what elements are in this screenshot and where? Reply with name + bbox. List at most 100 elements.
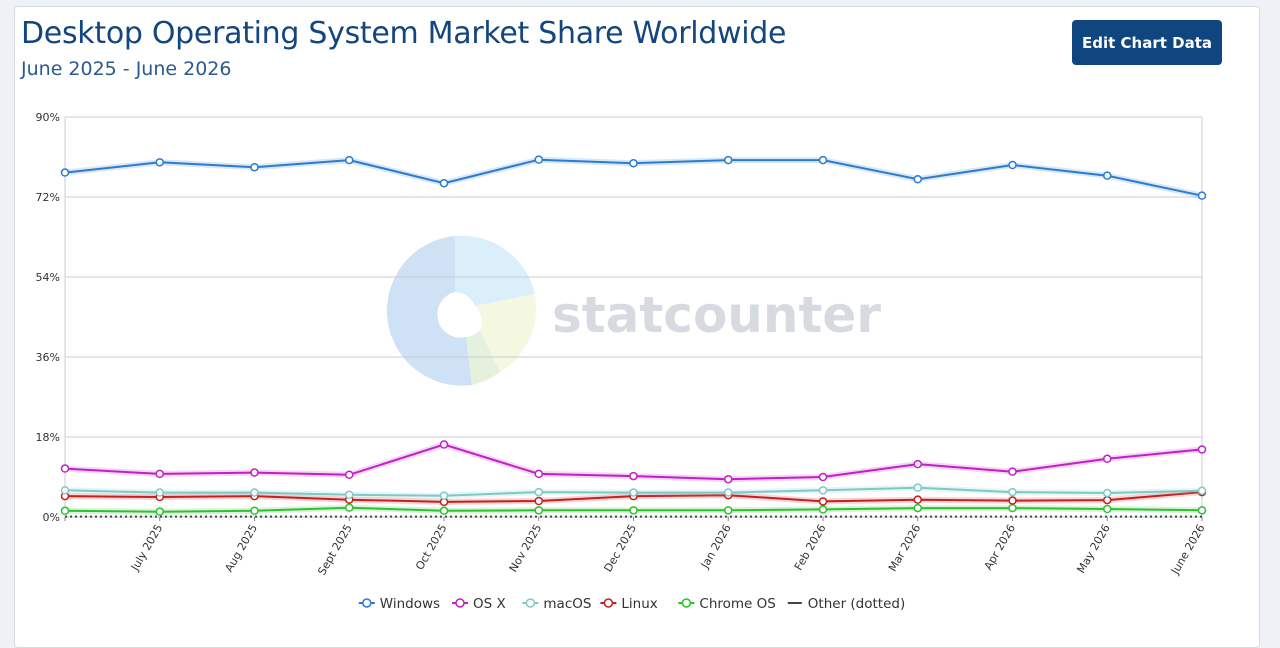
data-point[interactable] bbox=[629, 506, 638, 515]
data-point[interactable] bbox=[439, 491, 449, 500]
data-point[interactable] bbox=[60, 168, 70, 177]
chart-legend: Windows OS X macOS Linux Chrome OS Other (dot… bbox=[358, 596, 905, 612]
data-point[interactable] bbox=[534, 487, 543, 497]
y-tick-label: 90% bbox=[36, 111, 60, 124]
data-point[interactable] bbox=[1197, 486, 1207, 496]
data-point[interactable] bbox=[1103, 171, 1112, 180]
data-point[interactable] bbox=[155, 507, 164, 516]
x-axis: July 2025 Aug 2025 Sept 2025 Oct 2025 Nov 20… bbox=[64, 517, 1208, 577]
x-tick-label: Apr 2026 bbox=[982, 522, 1019, 572]
statcounter-watermark: statcounter bbox=[386, 235, 881, 386]
y-tick-label: 0% bbox=[43, 511, 60, 524]
data-point[interactable] bbox=[155, 158, 164, 167]
y-tick-label: 54% bbox=[36, 271, 60, 284]
x-tick-label: July 2025 bbox=[128, 522, 165, 574]
data-point[interactable] bbox=[913, 483, 922, 492]
legend-item-macos[interactable]: macOS bbox=[522, 596, 591, 612]
data-point[interactable] bbox=[155, 488, 164, 497]
data-point[interactable] bbox=[1008, 503, 1017, 513]
data-point[interactable] bbox=[345, 155, 354, 165]
data-point[interactable] bbox=[1008, 496, 1017, 505]
y-tick-label: 18% bbox=[36, 431, 60, 444]
y-tick-label: 72% bbox=[36, 191, 60, 204]
legend-item-windows[interactable]: Windows bbox=[358, 596, 440, 612]
data-point[interactable] bbox=[818, 486, 828, 495]
legend-marker bbox=[525, 598, 536, 608]
data-point[interactable] bbox=[60, 464, 70, 473]
data-point[interactable] bbox=[1197, 191, 1207, 200]
data-point[interactable] bbox=[250, 506, 259, 516]
data-point[interactable] bbox=[913, 459, 922, 469]
data-point[interactable] bbox=[1103, 504, 1112, 514]
edit-chart-data-button[interactable]: Edit Chart Data bbox=[1072, 20, 1222, 65]
data-point[interactable] bbox=[818, 497, 828, 506]
data-point[interactable] bbox=[345, 503, 354, 512]
legend-label: Other (dotted) bbox=[808, 596, 905, 612]
data-point[interactable] bbox=[1008, 487, 1017, 497]
data-point[interactable] bbox=[724, 488, 733, 497]
chart-card bbox=[14, 6, 1260, 648]
data-point[interactable] bbox=[60, 506, 70, 516]
date-range-subtitle: June 2025 - June 2026 bbox=[21, 58, 232, 80]
legend-marker bbox=[681, 598, 692, 608]
data-point[interactable] bbox=[724, 506, 733, 515]
data-point[interactable] bbox=[250, 468, 259, 477]
data-point[interactable] bbox=[724, 474, 733, 484]
data-point[interactable] bbox=[1103, 454, 1112, 464]
legend-label: Chrome OS bbox=[699, 596, 775, 612]
legend-item-chrome-os[interactable]: Chrome OS bbox=[678, 596, 776, 612]
data-point[interactable] bbox=[60, 486, 70, 495]
series-chrome-os bbox=[60, 503, 1207, 516]
x-tick-label: Sept 2025 bbox=[315, 522, 355, 577]
data-point[interactable] bbox=[1008, 467, 1017, 476]
data-point[interactable] bbox=[724, 155, 733, 165]
data-point[interactable] bbox=[1103, 495, 1112, 505]
data-point[interactable] bbox=[534, 155, 543, 164]
y-axis: 0% 18% 36% 54% 72% 90% bbox=[36, 111, 60, 524]
data-point[interactable] bbox=[250, 488, 259, 497]
data-point[interactable] bbox=[345, 470, 354, 480]
x-tick-label: Aug 2025 bbox=[222, 522, 260, 574]
legend-item-os-x[interactable]: OS X bbox=[452, 596, 506, 612]
data-point[interactable] bbox=[913, 174, 922, 184]
data-point[interactable] bbox=[155, 469, 164, 479]
legend-label: Linux bbox=[621, 596, 657, 612]
data-point[interactable] bbox=[439, 506, 449, 516]
legend-marker bbox=[362, 598, 372, 608]
data-point[interactable] bbox=[439, 440, 449, 449]
data-point[interactable] bbox=[345, 490, 354, 500]
x-tick-label: Mar 2026 bbox=[886, 522, 923, 574]
data-point[interactable] bbox=[913, 503, 922, 513]
legend-label: OS X bbox=[473, 596, 506, 612]
market-share-chart: statcounter 0% 18% 36% 54% 72% 90% July 2025 A… bbox=[36, 111, 1208, 612]
legend-label: macOS bbox=[543, 596, 591, 612]
data-point[interactable] bbox=[1008, 160, 1017, 170]
data-point[interactable] bbox=[534, 469, 543, 479]
data-point[interactable] bbox=[818, 505, 828, 514]
data-point[interactable] bbox=[818, 155, 828, 165]
x-tick-label: Oct 2025 bbox=[413, 522, 450, 572]
x-tick-label: Jan 2026 bbox=[698, 522, 734, 571]
data-point[interactable] bbox=[629, 471, 638, 481]
page-title: Desktop Operating System Market Share Wo… bbox=[21, 16, 787, 51]
data-point[interactable] bbox=[439, 178, 449, 188]
series-macos bbox=[60, 483, 1207, 500]
series-os-x bbox=[60, 440, 1207, 484]
series-layer bbox=[60, 155, 1207, 518]
legend-item-linux[interactable]: Linux bbox=[600, 596, 658, 612]
x-tick-label: Nov 2025 bbox=[507, 522, 545, 574]
data-point[interactable] bbox=[629, 158, 638, 168]
series-windows bbox=[60, 155, 1207, 200]
x-tick-label: May 2026 bbox=[1074, 522, 1112, 575]
statcounter-logo-icon bbox=[386, 235, 537, 386]
legend-item-other-dotted[interactable]: Other (dotted) bbox=[787, 596, 905, 612]
data-point[interactable] bbox=[534, 496, 543, 506]
data-point[interactable] bbox=[629, 488, 638, 497]
data-point[interactable] bbox=[818, 472, 828, 482]
data-point[interactable] bbox=[1103, 488, 1112, 498]
data-point[interactable] bbox=[1197, 506, 1207, 515]
data-point[interactable] bbox=[534, 506, 543, 515]
data-point[interactable] bbox=[1197, 445, 1207, 454]
data-point[interactable] bbox=[913, 495, 922, 504]
data-point[interactable] bbox=[250, 162, 259, 172]
